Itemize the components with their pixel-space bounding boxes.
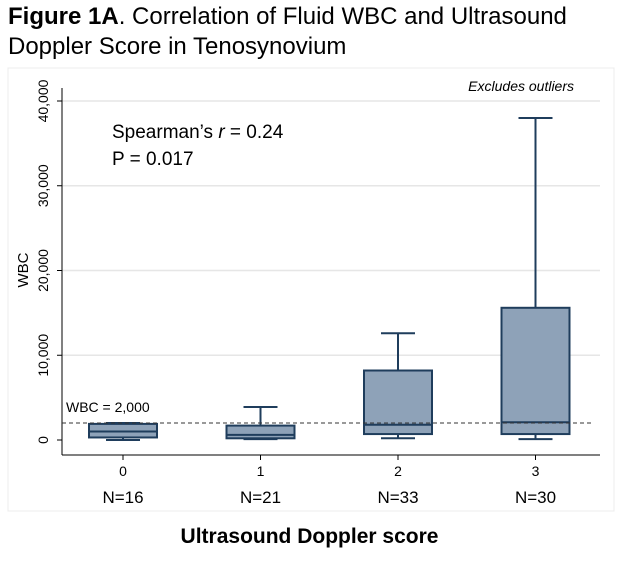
- y-tick-label: 0: [35, 436, 51, 444]
- y-tick-label: 30,000: [35, 164, 51, 207]
- spearman-symbol: r: [218, 122, 225, 143]
- y-tick-label: 40,000: [35, 79, 51, 122]
- y-axis-ticks: 0 10,000 20,000 30,000 40,000: [35, 79, 62, 444]
- box-0: [88, 422, 158, 441]
- spearman-prefix: Spearman’s: [112, 122, 218, 143]
- sample-size-label: N=16: [102, 488, 143, 507]
- x-axis-title: Ultrasound Doppler score: [180, 525, 439, 548]
- y-tick-label: 20,000: [35, 249, 51, 292]
- box-body: [225, 424, 296, 440]
- figure-frame: [7, 67, 615, 512]
- sample-size-label: N=21: [240, 488, 281, 507]
- box-2: [363, 332, 433, 440]
- spearman-value: = 0.24: [225, 122, 284, 143]
- figure-title: Figure 1A. Correlation of Fluid WBC and …: [8, 2, 614, 62]
- box-series: [88, 116, 571, 441]
- reference-line-label: WBC = 2,000: [66, 399, 150, 415]
- y-axis-title: WBC: [15, 252, 32, 287]
- box-body: [500, 306, 571, 436]
- y-tick-label: 10,000: [35, 334, 51, 377]
- box-plot: 0 10,000 20,000 30,000 40,000 WBC WBC = 2,00…: [7, 67, 615, 512]
- spearman-annotation: Spearman’s r = 0.24: [112, 122, 284, 143]
- outliers-note: Excludes outliers: [468, 78, 574, 94]
- sample-size-label: N=30: [515, 488, 556, 507]
- x-tick-label: 0: [119, 463, 127, 479]
- p-value-annotation: P = 0.017: [112, 149, 194, 170]
- x-tick-label: 2: [394, 463, 402, 479]
- figure-label: Figure 1A: [8, 3, 119, 30]
- x-tick-label: 3: [532, 463, 540, 479]
- x-tick-label: 1: [257, 463, 265, 479]
- x-axis-ticks: 0 N=16 1 N=21 2 N=33 3 N=30: [102, 455, 556, 507]
- box-1: [225, 405, 296, 441]
- box-3: [500, 116, 571, 441]
- figure-title-text: . Correlation of Fluid WBC and Ultrasoun…: [8, 3, 567, 60]
- sample-size-label: N=33: [377, 488, 418, 507]
